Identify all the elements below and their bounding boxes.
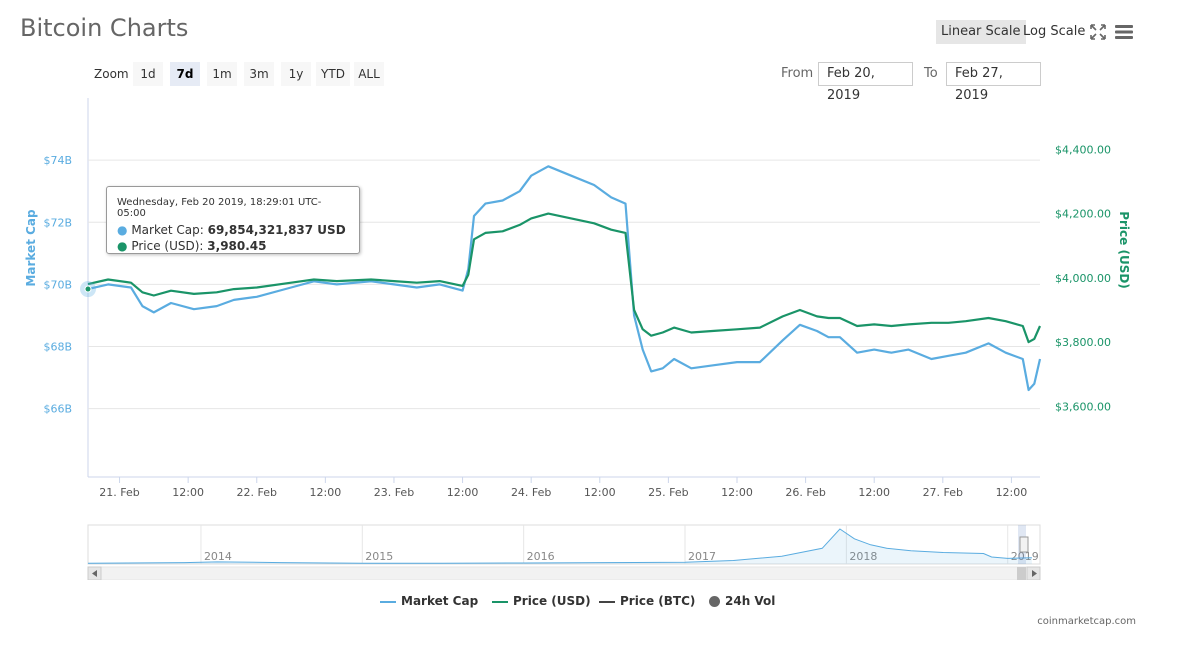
left-tick-label: $74B	[43, 154, 72, 167]
x-tick-label: 12:00	[721, 486, 753, 499]
page-title: Bitcoin Charts	[20, 14, 189, 42]
x-tick-label: 12:00	[172, 486, 204, 499]
to-label: To	[924, 66, 938, 81]
legend-price-btc-label: Price (BTC)	[620, 594, 696, 608]
credits[interactable]: coinmarketcap.com	[1037, 616, 1136, 627]
to-date-input[interactable]: Feb 27, 2019	[946, 62, 1041, 103]
x-tick-label: 27. Feb	[923, 486, 963, 499]
x-tick-label: 26. Feb	[785, 486, 825, 499]
series-line-market-cap	[87, 165, 1042, 392]
navigator-area	[88, 529, 1032, 564]
zoom-all-button[interactable]: ALL	[354, 62, 384, 86]
left-tick-label: $66B	[43, 403, 72, 416]
zoom-1m-button[interactable]: 1m	[207, 62, 237, 86]
x-tick-label: 22. Feb	[237, 486, 277, 499]
legend-price-usd-swatch	[492, 600, 508, 603]
legend-price-btc[interactable]: Price (BTC)	[599, 594, 695, 608]
zoom-7d-button[interactable]: 7d	[170, 62, 200, 86]
left-axis: $66B $68B $70B $72B $74B	[43, 154, 72, 416]
navigator-year-label: 2017	[688, 550, 716, 563]
right-tick-label: $4,000.00	[1055, 272, 1111, 285]
linear-scale-button[interactable]: Linear Scale	[936, 20, 1026, 44]
right-axis-title: Price (USD)	[1117, 211, 1131, 289]
zoom-3m-button[interactable]: 3m	[244, 62, 274, 86]
main-chart[interactable]: $66B$68B$70B$72B$74B $3,600.00$3,800.00$…	[0, 0, 1196, 520]
zoom-label: Zoom	[94, 67, 129, 81]
right-tick-label: $4,200.00	[1055, 208, 1111, 221]
x-tick-label: 23. Feb	[374, 486, 414, 499]
x-axis: 21. Feb 12:00 22. Feb 12:00 23. Feb 12:00 24. …	[99, 477, 1027, 499]
tooltip-price-label: Price (USD):	[131, 239, 204, 253]
tooltip-market-cap-label: Market Cap:	[131, 223, 204, 237]
tooltip: Wednesday, Feb 20 2019, 18:29:01 UTC-05:…	[106, 186, 360, 254]
legend-price-usd[interactable]: Price (USD)	[492, 594, 591, 608]
left-tick-label: $72B	[43, 216, 72, 229]
scroll-right-arrow-icon	[1032, 570, 1037, 577]
plot-area	[80, 165, 1042, 392]
x-tick-label: 12:00	[447, 486, 479, 499]
x-tick-label: 21. Feb	[99, 486, 139, 499]
legend-24h-vol-label: 24h Vol	[725, 594, 776, 608]
scroll-left-arrow-icon	[92, 570, 97, 577]
legend-market-cap[interactable]: Market Cap	[380, 594, 478, 608]
navigator-year-label: 2018	[849, 550, 877, 563]
fullscreen-icon[interactable]	[1088, 22, 1108, 42]
right-tick-label: $3,600.00	[1055, 400, 1111, 413]
left-tick-label: $70B	[43, 278, 72, 291]
navigator-line	[87, 528, 1032, 564]
navigator-year-label: 2014	[204, 550, 232, 563]
series-line-price-usd	[87, 212, 1042, 344]
navigator-year-label: 2016	[527, 550, 555, 563]
left-axis-title: Market Cap	[24, 209, 38, 287]
legend-market-cap-label: Market Cap	[401, 594, 479, 608]
x-tick-label: 12:00	[858, 486, 890, 499]
tooltip-date: Wednesday, Feb 20 2019, 18:29:01 UTC-05:…	[117, 197, 322, 219]
scrollbar-track[interactable]	[87, 566, 1041, 580]
navigator[interactable]: 2014 2015 2016 2017 2018 2019	[0, 520, 1196, 580]
from-date-input[interactable]: Feb 20, 2019	[818, 62, 913, 103]
navigator-handle[interactable]	[1019, 536, 1029, 553]
navigator-year-label: 2019	[1011, 550, 1039, 563]
scrollbar-thumb[interactable]	[1017, 567, 1026, 580]
x-tick-label: 12:00	[996, 486, 1028, 499]
grid-lines	[87, 98, 1040, 478]
tooltip-market-cap-value: 69,854,321,837 USD	[207, 223, 346, 237]
x-tick-label: 24. Feb	[511, 486, 551, 499]
legend-price-usd-label: Price (USD)	[513, 594, 591, 608]
right-tick-label: $3,800.00	[1055, 336, 1111, 349]
legend-24h-vol[interactable]: 24h Vol	[709, 594, 775, 608]
hover-marker	[84, 285, 92, 293]
x-tick-label: 25. Feb	[648, 486, 688, 499]
left-tick-label: $68B	[43, 341, 72, 354]
navigator-frame	[87, 524, 1041, 565]
log-scale-button[interactable]: Log Scale	[1023, 24, 1086, 39]
right-tick-label: $4,400.00	[1055, 143, 1111, 156]
tooltip-market-cap-row: ● Market Cap: 69,854,321,837 USD	[117, 223, 346, 237]
right-axis: $3,600.00 $3,800.00 $4,000.00 $4,200.00 $4,4…	[1055, 143, 1111, 413]
legend-price-btc-swatch	[599, 600, 615, 603]
zoom-ytd-button[interactable]: YTD	[316, 62, 350, 86]
x-tick-label: 12:00	[310, 486, 342, 499]
x-tick-label: 12:00	[584, 486, 616, 499]
legend-market-cap-swatch	[380, 600, 396, 603]
from-label: From	[781, 66, 814, 81]
tooltip-price-row: ● Price (USD): 3,980.45	[117, 239, 267, 253]
hamburger-menu-icon[interactable]	[1114, 22, 1134, 42]
legend-24h-vol-swatch	[709, 596, 720, 607]
zoom-1d-button[interactable]: 1d	[133, 62, 163, 86]
zoom-1y-button[interactable]: 1y	[281, 62, 311, 86]
navigator-year-label: 2015	[365, 550, 393, 563]
tooltip-price-value: 3,980.45	[207, 239, 267, 253]
